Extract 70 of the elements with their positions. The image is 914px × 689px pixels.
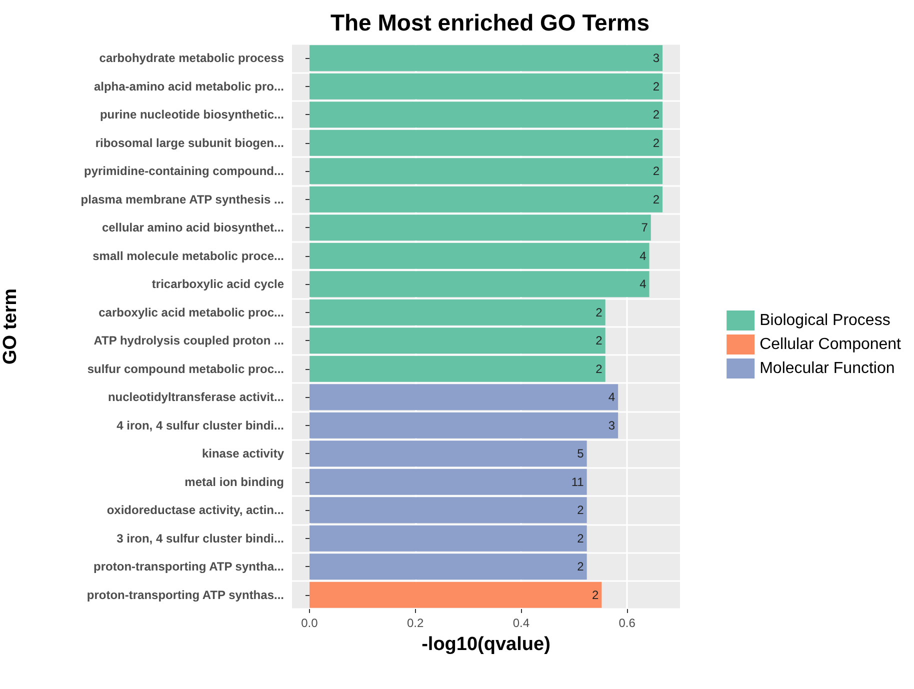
annotation: 2 (577, 560, 584, 574)
bar (309, 45, 663, 72)
annotation: 5 (577, 446, 584, 461)
bar (309, 73, 663, 100)
bar (309, 525, 587, 552)
annotation: 3 (608, 418, 616, 432)
annotation: 2 (596, 334, 603, 348)
y-tick-label: metal ion binding (184, 474, 284, 489)
y-tick-label: alpha-amino acid metabolic pro... (94, 79, 284, 94)
y-tick-label: pyrimidine-containing compound... (84, 164, 284, 178)
y-tick-label: oxidoreductase activity, actin... (106, 503, 284, 518)
annotation: 2 (652, 164, 660, 178)
annotation: 2 (652, 136, 660, 150)
bar (309, 412, 618, 438)
bar (309, 242, 650, 269)
y-tick-label: tricarboxylic acid cycle (152, 277, 284, 292)
y-tick-label: 3 iron, 4 sulfur cluster bindi... (116, 531, 284, 546)
y-tick-label: ribosomal large subunit biogen... (95, 136, 284, 150)
y-tick-label: proton-transporting ATP syntha... (94, 560, 284, 574)
annotation: 4 (640, 248, 647, 263)
bar (309, 328, 606, 354)
y-tick-label: cellular amino acid biosynthet... (102, 220, 284, 235)
legend-label: Cellular Component (760, 336, 902, 353)
x-axis-title: -log10(qvalue) (422, 634, 550, 655)
legend-label: Biological Process (760, 312, 890, 329)
y-tick-label: plasma membrane ATP synthesis ... (80, 192, 284, 206)
annotation: 4 (640, 277, 647, 292)
y-tick-label: carboxylic acid metabolic proc... (98, 305, 284, 320)
y-tick-label: nucleotidyltransferase activit... (108, 390, 284, 404)
y-axis-title: GO term (0, 288, 21, 365)
annotation: 2 (652, 79, 660, 94)
bar (309, 158, 663, 184)
y-tick-label: ATP hydrolysis coupled proton ... (94, 334, 284, 348)
annotation: 2 (577, 531, 584, 546)
annotation: 2 (596, 362, 603, 376)
bar (309, 468, 587, 495)
y-tick-label: 4 iron, 4 sulfur cluster bindi... (116, 418, 284, 432)
bar (309, 384, 618, 410)
annotation: 4 (608, 390, 616, 404)
bar (309, 299, 606, 326)
chart-title: The Most enriched GO Terms (330, 10, 650, 36)
y-tick-label: sulfur compound metabolic proc... (87, 362, 284, 376)
annotation: 11 (571, 474, 584, 489)
annotation: 2 (577, 503, 584, 518)
legend-label: Molecular Function (760, 360, 895, 377)
bar (309, 102, 663, 128)
annotation: 2 (652, 192, 660, 206)
y-tick-label: small molecule metabolic proce... (92, 248, 284, 263)
x-tick-label: 0.2 (406, 616, 424, 630)
bar (309, 497, 587, 524)
annotation: 3 (652, 51, 660, 66)
y-tick-label: kinase activity (202, 446, 284, 461)
y-tick-label: carbohydrate metabolic process (99, 51, 284, 66)
x-tick-label: 0.4 (512, 616, 530, 630)
bar (309, 271, 650, 298)
bar (309, 582, 602, 608)
annotation: 2 (596, 305, 603, 320)
annotation: 2 (592, 588, 599, 602)
x-tick-label: 0.0 (301, 616, 318, 630)
bar (309, 130, 663, 156)
bar (309, 186, 663, 212)
bar (309, 554, 587, 580)
x-tick-label: 0.6 (618, 616, 636, 630)
bar (309, 356, 606, 382)
y-tick-label: proton-transporting ATP synthas... (86, 588, 284, 602)
annotation: 2 (652, 108, 660, 122)
bar (309, 214, 651, 241)
annotation: 7 (641, 220, 648, 235)
y-tick-label: purine nucleotide biosynthetic... (100, 108, 284, 122)
bar (309, 440, 587, 467)
